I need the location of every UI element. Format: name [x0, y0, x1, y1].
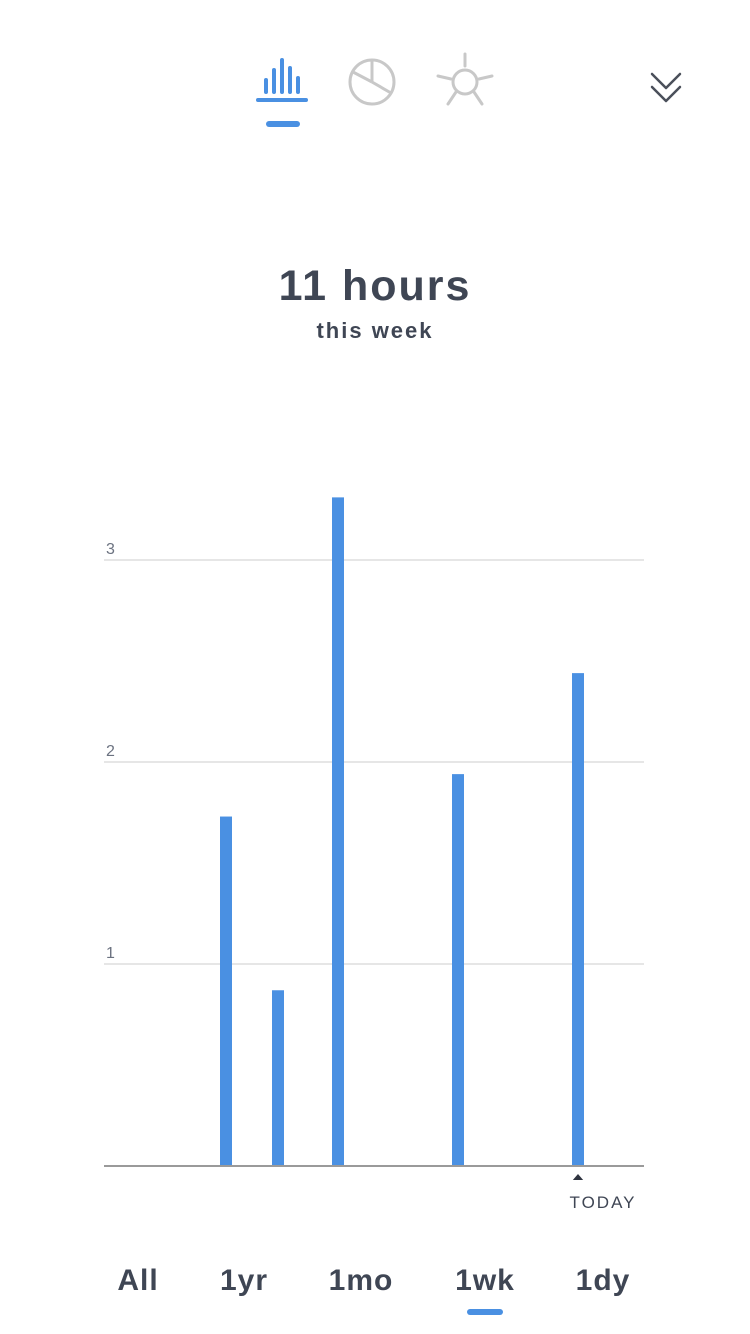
bar[interactable]: [272, 990, 284, 1166]
range-tab-1yr[interactable]: 1yr: [219, 1264, 269, 1297]
active-view-indicator: [266, 121, 300, 127]
range-selector: All 1yr 1mo 1wk 1dy: [0, 1258, 750, 1334]
usage-bar-chart: 1 2 3: [104, 497, 644, 1180]
y-tick-label: 3: [106, 541, 115, 558]
pie-chart-icon[interactable]: [346, 56, 398, 108]
total-hours: 11 hours: [278, 262, 472, 310]
range-tab-1mo[interactable]: 1mo: [328, 1264, 394, 1297]
active-range-indicator: [467, 1309, 503, 1315]
bar[interactable]: [332, 497, 344, 1166]
range-tab-1wk[interactable]: 1wk: [455, 1264, 515, 1297]
range-tab-1dy[interactable]: 1dy: [575, 1264, 631, 1297]
view-switcher: [0, 0, 750, 140]
range-tab-all[interactable]: All: [117, 1264, 159, 1297]
y-tick-label: 1: [106, 945, 115, 962]
bar[interactable]: [572, 673, 584, 1166]
sun-icon[interactable]: [436, 52, 494, 108]
bar[interactable]: [220, 816, 232, 1166]
usage-summary: 11 hours this week: [0, 258, 750, 346]
bar[interactable]: [452, 774, 464, 1166]
period-label: this week: [316, 318, 434, 343]
double-chevron-down-icon[interactable]: [648, 70, 684, 106]
bar-chart-icon[interactable]: [254, 56, 310, 106]
y-tick-label: 2: [106, 743, 115, 760]
today-label: TODAY: [569, 1193, 637, 1212]
today-marker-icon: [572, 1174, 584, 1180]
